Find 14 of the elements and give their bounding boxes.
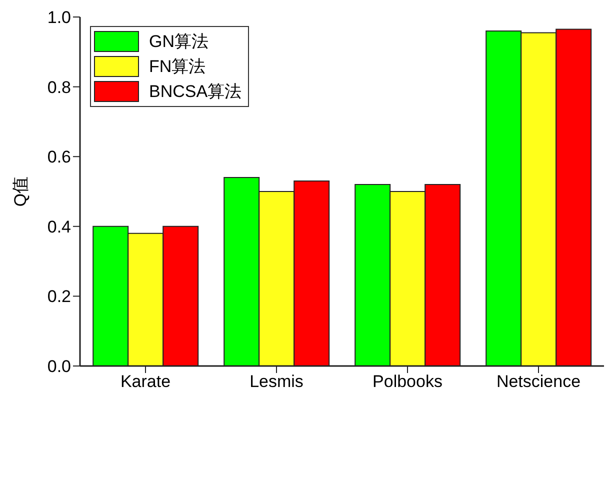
y-tick-label: 0.2 bbox=[47, 287, 71, 306]
legend-label: FN算法 bbox=[149, 56, 206, 78]
y-tick-label: 0.0 bbox=[47, 357, 71, 376]
y-tick-label: 0.8 bbox=[47, 78, 71, 97]
legend-label: BNCSA算法 bbox=[149, 81, 242, 103]
x-tick-label: Netscience bbox=[496, 372, 581, 392]
y-axis-title: Q值 bbox=[11, 176, 30, 207]
x-tick-label: Polbooks bbox=[372, 372, 442, 392]
legend-label: GN算法 bbox=[149, 31, 208, 53]
x-tick-label: Karate bbox=[120, 372, 171, 392]
y-tick-label: 1.0 bbox=[47, 8, 71, 28]
y-tick-label: 0.6 bbox=[47, 148, 71, 167]
y-tick-label: 0.4 bbox=[47, 217, 71, 236]
x-tick-label: Lesmis bbox=[250, 372, 304, 392]
